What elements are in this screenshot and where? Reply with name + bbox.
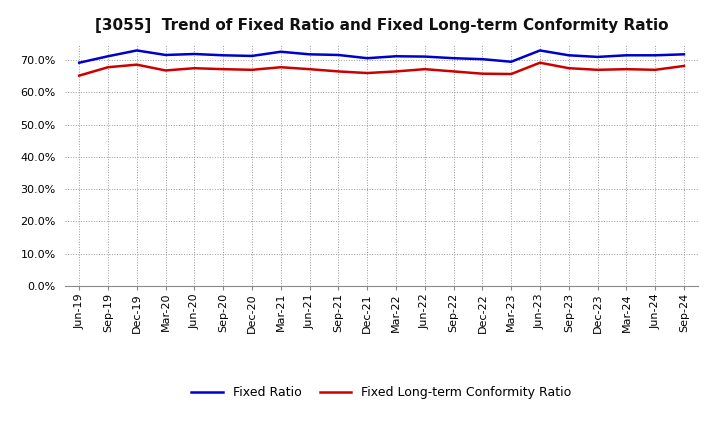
Fixed Long-term Conformity Ratio (305, 66, 314, 72)
Fixed Ratio (651, 53, 660, 58)
Fixed Long-term Conformity Ratio (622, 66, 631, 72)
Fixed Long-term Conformity Ratio (276, 65, 285, 70)
Fixed Long-term Conformity Ratio (334, 69, 343, 74)
Fixed Ratio (104, 54, 112, 59)
Fixed Long-term Conformity Ratio (161, 68, 170, 73)
Fixed Ratio (363, 55, 372, 61)
Fixed Long-term Conformity Ratio (680, 63, 688, 69)
Fixed Ratio (219, 53, 228, 58)
Fixed Long-term Conformity Ratio (507, 71, 516, 77)
Fixed Long-term Conformity Ratio (219, 66, 228, 72)
Line: Fixed Ratio: Fixed Ratio (79, 51, 684, 63)
Fixed Long-term Conformity Ratio (104, 65, 112, 70)
Fixed Ratio (622, 53, 631, 58)
Fixed Long-term Conformity Ratio (132, 62, 141, 67)
Fixed Ratio (276, 49, 285, 55)
Fixed Ratio (132, 48, 141, 53)
Fixed Long-term Conformity Ratio (449, 69, 458, 74)
Fixed Ratio (190, 51, 199, 57)
Fixed Long-term Conformity Ratio (75, 73, 84, 78)
Fixed Ratio (161, 52, 170, 58)
Fixed Long-term Conformity Ratio (363, 70, 372, 76)
Fixed Ratio (507, 59, 516, 64)
Fixed Long-term Conformity Ratio (651, 67, 660, 73)
Fixed Long-term Conformity Ratio (190, 66, 199, 71)
Legend: Fixed Ratio, Fixed Long-term Conformity Ratio: Fixed Ratio, Fixed Long-term Conformity … (185, 380, 578, 406)
Fixed Ratio (392, 54, 400, 59)
Fixed Ratio (564, 53, 573, 58)
Fixed Ratio (593, 54, 602, 59)
Fixed Ratio (478, 56, 487, 62)
Fixed Long-term Conformity Ratio (420, 66, 429, 72)
Fixed Ratio (75, 60, 84, 66)
Fixed Long-term Conformity Ratio (478, 71, 487, 76)
Fixed Long-term Conformity Ratio (593, 67, 602, 73)
Fixed Ratio (449, 55, 458, 61)
Fixed Ratio (680, 51, 688, 57)
Fixed Long-term Conformity Ratio (392, 69, 400, 74)
Fixed Long-term Conformity Ratio (564, 66, 573, 71)
Fixed Long-term Conformity Ratio (536, 60, 544, 66)
Fixed Ratio (305, 51, 314, 57)
Line: Fixed Long-term Conformity Ratio: Fixed Long-term Conformity Ratio (79, 63, 684, 76)
Fixed Ratio (334, 52, 343, 58)
Fixed Ratio (420, 54, 429, 59)
Fixed Ratio (536, 48, 544, 53)
Fixed Ratio (248, 53, 256, 59)
Title: [3055]  Trend of Fixed Ratio and Fixed Long-term Conformity Ratio: [3055] Trend of Fixed Ratio and Fixed Lo… (95, 18, 668, 33)
Fixed Long-term Conformity Ratio (248, 67, 256, 73)
